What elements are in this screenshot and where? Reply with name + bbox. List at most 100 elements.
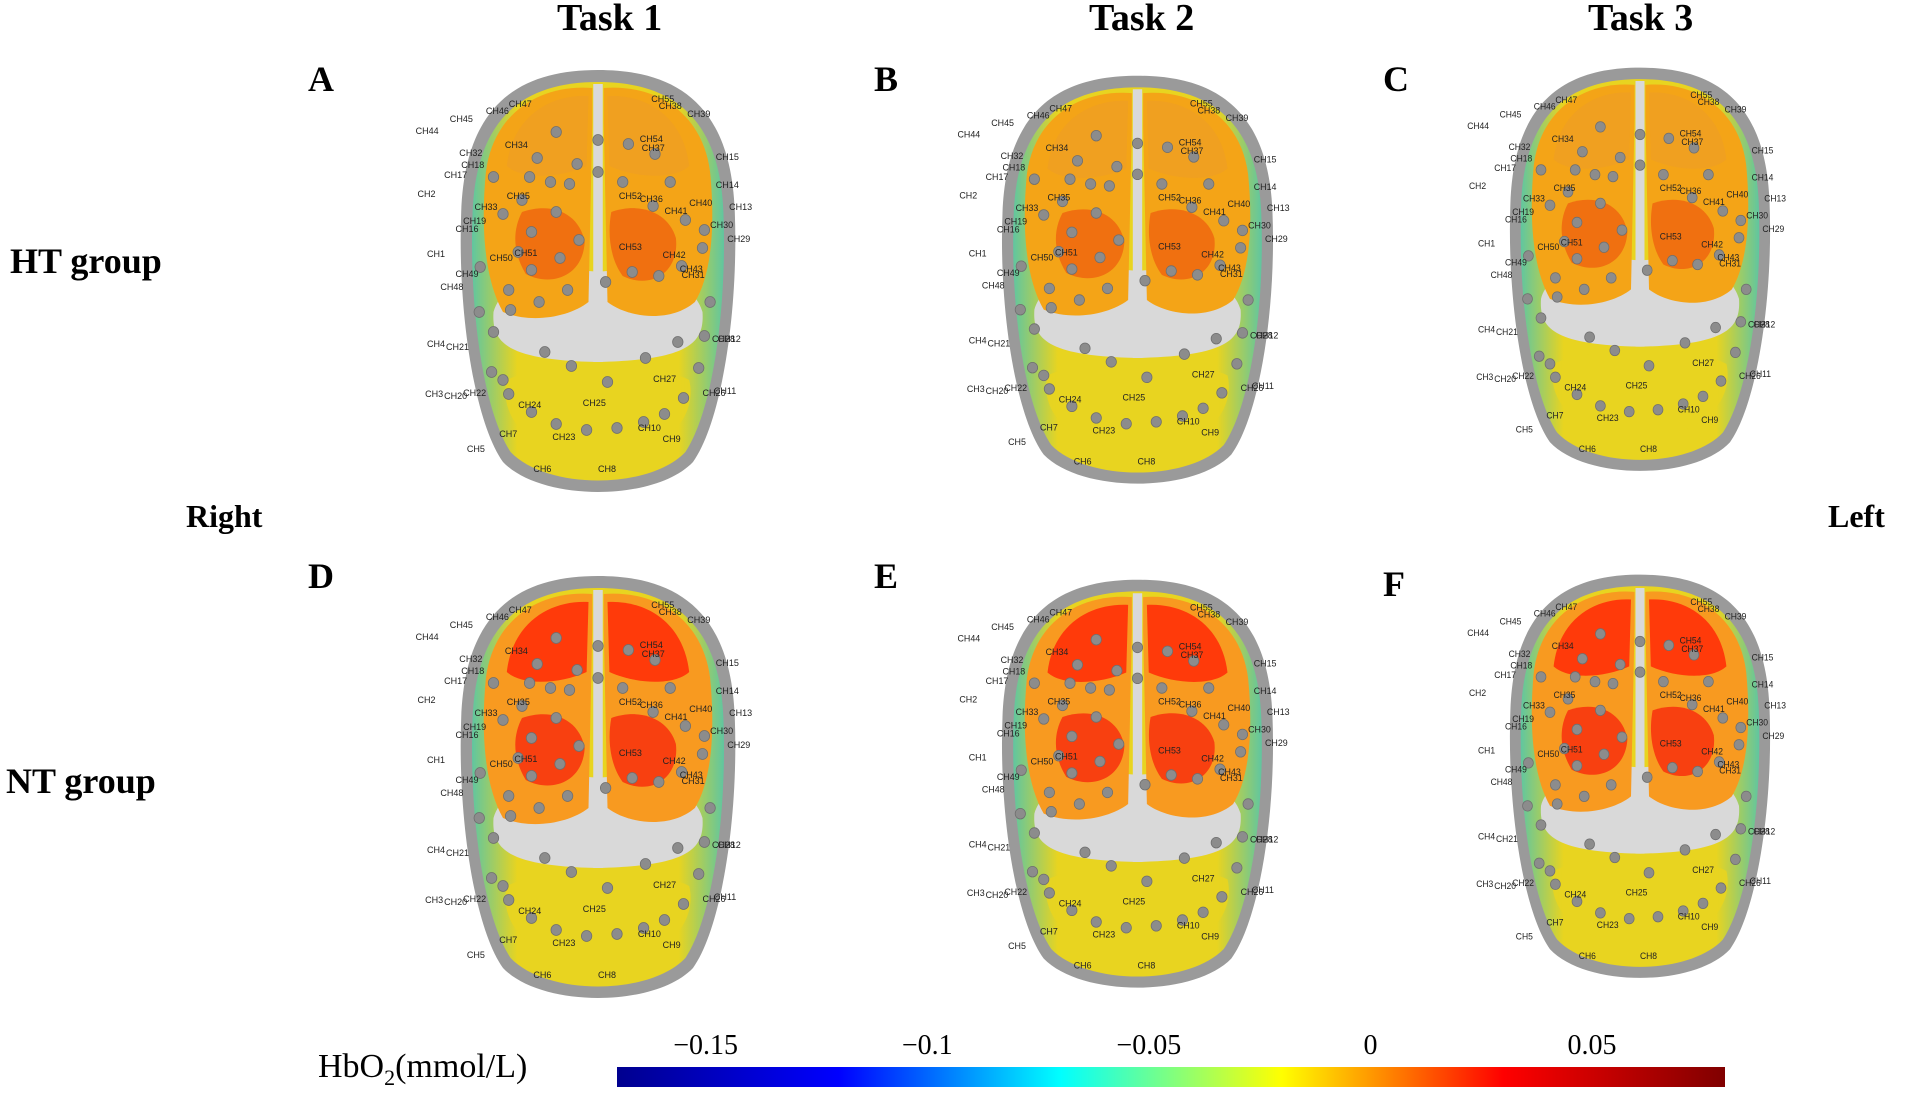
channel-label: CH10 xyxy=(1177,417,1200,427)
channel-label: CH42 xyxy=(663,756,686,766)
channel-label: CH23 xyxy=(1597,920,1619,930)
sensor-dot xyxy=(698,224,711,236)
channel-label: CH17 xyxy=(1494,670,1516,680)
sensor-dot xyxy=(1015,764,1027,776)
sensor-dot xyxy=(561,284,574,296)
channel-label: CH18 xyxy=(1003,666,1026,676)
sensor-dot xyxy=(539,346,551,358)
sensor-dot xyxy=(571,158,583,170)
sensor-dot xyxy=(1598,241,1610,253)
sensor-dot xyxy=(679,720,692,732)
channel-label: CH4 xyxy=(1478,831,1495,841)
channel-label: CH20 xyxy=(1494,881,1516,891)
sensor-dot xyxy=(1735,823,1747,835)
left-prefrontal-activation xyxy=(1146,604,1228,682)
sensor-dot xyxy=(1677,905,1689,917)
channel-label: CH26 xyxy=(703,894,726,904)
sensor-dot xyxy=(1577,146,1588,158)
channel-label: CH14 xyxy=(1752,172,1774,182)
sensor-dot xyxy=(1236,327,1249,339)
panel-letter-e: E xyxy=(874,556,899,596)
sensor-dot xyxy=(1544,358,1556,370)
sensor-dot xyxy=(523,677,536,689)
channel-label: CH21 xyxy=(1496,327,1518,337)
sensor-dot xyxy=(693,362,705,374)
sensor-dot xyxy=(1176,914,1189,926)
sensor-dot xyxy=(1216,387,1228,399)
channel-label: CH44 xyxy=(1467,121,1489,131)
sensor-dot xyxy=(664,682,676,694)
sensor-dot xyxy=(649,148,661,160)
sensor-dot xyxy=(487,326,500,338)
channel-label: CH3 xyxy=(425,895,443,905)
sensor-dot xyxy=(1522,293,1533,305)
panel-letter-d: D xyxy=(308,556,334,596)
sensor-dot xyxy=(672,336,684,348)
sensor-dot xyxy=(533,296,545,308)
channel-label: CH38 xyxy=(1698,97,1720,107)
channel-label: CH21 xyxy=(446,848,469,858)
sensor-dot xyxy=(1197,402,1209,414)
sensor-dot xyxy=(487,677,500,689)
sensor-dot xyxy=(554,758,566,770)
sensor-dot xyxy=(1544,199,1556,211)
channel-label: CH24 xyxy=(518,400,541,410)
channel-label: CH6 xyxy=(1074,960,1092,970)
sensor-dot xyxy=(1028,323,1040,335)
sensor-dot xyxy=(1609,851,1621,864)
sensor-dot xyxy=(1717,712,1729,724)
left-frontal-activation xyxy=(609,208,677,281)
channel-label: CH12 xyxy=(1256,835,1279,845)
channel-label: CH22 xyxy=(1004,887,1027,897)
left-frontal-activation xyxy=(1650,706,1715,777)
sensor-dot xyxy=(550,632,562,644)
channel-label: CH21 xyxy=(988,842,1011,852)
sensor-dot xyxy=(1595,628,1606,640)
sensor-dot xyxy=(1598,748,1610,760)
sensor-dot xyxy=(1652,404,1664,416)
sensor-dot xyxy=(1571,895,1583,908)
channel-label: CH37 xyxy=(1681,644,1703,654)
sensor-dot xyxy=(1214,259,1226,271)
channel-label: CH6 xyxy=(1579,951,1596,961)
channel-label: CH35 xyxy=(1048,696,1071,706)
brain-map-nt-task1: CH1 CH2 CH3 CH4 CH5 CH6 CH7 CH8 CH9 CH10 CH11 CH12 C… xyxy=(408,568,788,1018)
channel-label: CH1 xyxy=(1478,238,1495,248)
channel-label: CH55 xyxy=(1690,597,1712,607)
sensor-dot xyxy=(696,242,709,254)
sensor-dot xyxy=(1090,412,1102,424)
sensor-dot xyxy=(1641,264,1653,276)
left-frontal-activation xyxy=(1148,209,1215,280)
channel-label: CH43 xyxy=(1717,252,1739,262)
channel-label: CH31 xyxy=(1719,258,1741,268)
channel-label: CH45 xyxy=(991,118,1014,128)
channel-label: CH27 xyxy=(653,880,676,890)
sensor-dot xyxy=(485,366,498,378)
channel-label: CH34 xyxy=(1046,143,1069,153)
sensor-dot xyxy=(503,894,515,906)
sensor-dot xyxy=(1066,904,1078,917)
channel-label: CH46 xyxy=(1027,614,1050,624)
sensor-dot xyxy=(1730,346,1741,359)
channel-label: CH19 xyxy=(463,216,486,226)
sensor-dot xyxy=(1176,410,1189,422)
channel-label: CH2 xyxy=(1469,688,1486,698)
channel-label: CH37 xyxy=(642,649,665,659)
channel-label: CH18 xyxy=(1003,162,1026,172)
left-prefrontal-activation xyxy=(607,95,690,176)
panel-letter-a: A xyxy=(308,59,334,99)
channel-label: CH37 xyxy=(1681,137,1703,147)
sensor-dot xyxy=(1066,400,1078,413)
channel-label: CH44 xyxy=(958,633,981,643)
sensor-dot xyxy=(1242,294,1254,306)
sensor-dot xyxy=(571,664,583,676)
channel-label: CH16 xyxy=(1505,214,1527,224)
channel-label: CH44 xyxy=(1467,628,1489,638)
colorbar-tick-label: −0.15 xyxy=(673,1030,739,1061)
sensor-dot xyxy=(1713,249,1725,261)
sensor-dot xyxy=(1210,836,1222,849)
sensor-dot xyxy=(1242,798,1254,810)
sensor-dot xyxy=(1634,666,1646,678)
channel-label: CH21 xyxy=(446,342,469,352)
channel-label: CH31 xyxy=(682,270,705,280)
